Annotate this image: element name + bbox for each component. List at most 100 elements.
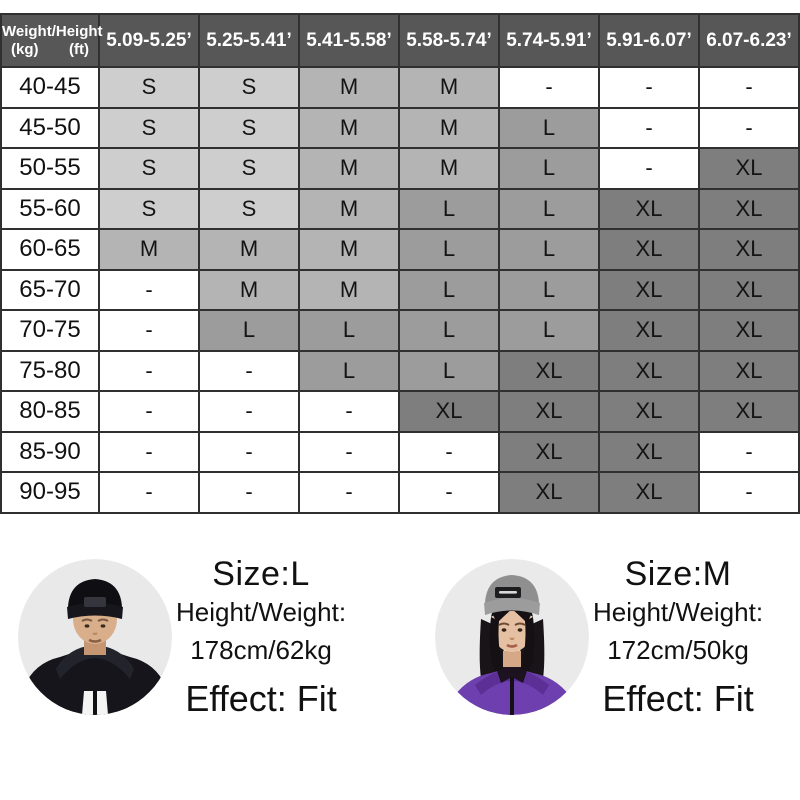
size-cell: M [198, 228, 300, 271]
size-cell: S [198, 106, 300, 149]
size-cell: L [398, 228, 500, 271]
female-hw-label: Height/Weight: [593, 596, 764, 627]
size-cell: XL [698, 268, 800, 311]
weight-row-header: 65-70 [0, 268, 100, 311]
weight-row-header: 85-90 [0, 430, 100, 473]
table-row: 75-80- - L L XL XL XL [0, 349, 800, 392]
size-cell: M [298, 106, 400, 149]
weight-row-header: 80-85 [0, 390, 100, 433]
size-cell: XL [698, 390, 800, 433]
size-cell-empty: - [198, 430, 300, 473]
weight-row-header: 50-55 [0, 147, 100, 190]
female-model-photo [435, 559, 589, 715]
size-cell: XL [598, 309, 700, 352]
size-cell-empty: - [198, 349, 300, 392]
size-cell: M [398, 106, 500, 149]
size-cell-empty: - [298, 430, 400, 473]
size-cell-empty: - [98, 309, 200, 352]
height-column-header: 5.74-5.91’ [498, 13, 600, 68]
table-row: 50-55 S S M M L - XL [0, 147, 800, 190]
size-cell: M [298, 147, 400, 190]
size-cell: L [198, 309, 300, 352]
size-cell: XL [598, 471, 700, 514]
header-row: Weight/Height (kg) (ft) 5.09-5.25’ 5.25-5… [0, 13, 800, 68]
size-cell-empty: - [698, 471, 800, 514]
table-row: 60-65 M M M L L XL XL [0, 228, 800, 271]
unit-kg: (kg) [11, 40, 39, 58]
size-cell-empty: - [698, 106, 800, 149]
fit-models-section: Size:L Height/Weight: 178cm/62kg Effect:… [0, 555, 800, 720]
weight-row-header: 45-50 [0, 106, 100, 149]
table-row: 80-85- - - XL XL XL XL [0, 390, 800, 433]
corner-header-units: (kg) (ft) [2, 41, 98, 59]
corner-header-title: Weight/Height [2, 22, 103, 40]
female-model-illustration [435, 559, 589, 715]
size-cell-empty: - [98, 268, 200, 311]
model-female: Size:M Height/Weight: 172cm/50kg Effect:… [409, 555, 800, 720]
size-cell-empty: - [98, 349, 200, 392]
size-cell: L [298, 349, 400, 392]
size-cell: M [298, 187, 400, 230]
size-cell-empty: - [298, 390, 400, 433]
male-hw-value: 178cm/62kg [190, 634, 332, 665]
female-hw-value: 172cm/50kg [607, 634, 749, 665]
size-cell-empty: - [498, 66, 600, 109]
size-cell: XL [698, 228, 800, 271]
table-body: 40-45 S S M M - - -45-50 S S M M L - -50-55 S S M M L - XL 55-… [0, 66, 800, 514]
size-cell-empty: - [398, 471, 500, 514]
size-cell: XL [498, 471, 600, 514]
weight-row-header: 40-45 [0, 66, 100, 109]
size-cell-empty: - [198, 471, 300, 514]
height-column-header: 5.09-5.25’ [98, 13, 200, 68]
size-cell-empty: - [598, 66, 700, 109]
size-cell-empty: - [698, 66, 800, 109]
height-column-header: 5.91-6.07’ [598, 13, 700, 68]
size-cell-empty: - [98, 471, 200, 514]
height-column-header: 5.25-5.41’ [198, 13, 300, 68]
size-cell: S [98, 187, 200, 230]
height-column-header: 5.58-5.74’ [398, 13, 500, 68]
male-model-photo [18, 559, 172, 715]
size-cell: XL [698, 147, 800, 190]
weight-row-header: 90-95 [0, 471, 100, 514]
size-cell: L [498, 228, 600, 271]
size-cell: XL [498, 349, 600, 392]
size-cell: XL [598, 349, 700, 392]
size-cell: XL [698, 309, 800, 352]
size-chart-table: Weight/Height (kg) (ft) 5.09-5.25’ 5.25-5… [0, 13, 800, 514]
size-cell-empty: - [198, 390, 300, 433]
size-cell: M [298, 228, 400, 271]
size-cell: XL [498, 430, 600, 473]
size-cell: XL [598, 187, 700, 230]
size-cell: M [298, 268, 400, 311]
size-cell: M [398, 147, 500, 190]
size-cell: M [298, 66, 400, 109]
weight-row-header: 60-65 [0, 228, 100, 271]
size-cell: L [498, 106, 600, 149]
table-row: 90-95- - - - XL XL - [0, 471, 800, 514]
size-cell: L [398, 187, 500, 230]
size-cell: M [98, 228, 200, 271]
size-cell-empty: - [98, 390, 200, 433]
size-cell: L [298, 309, 400, 352]
table-header: Weight/Height (kg) (ft) 5.09-5.25’ 5.25-5… [0, 13, 800, 68]
size-cell: L [498, 268, 600, 311]
male-model-info: Size:L Height/Weight: 178cm/62kg Effect:… [176, 555, 346, 720]
size-cell: L [498, 309, 600, 352]
size-cell: S [198, 147, 300, 190]
female-model-info: Size:M Height/Weight: 172cm/50kg Effect:… [593, 555, 763, 720]
size-cell-empty: - [398, 430, 500, 473]
table-row: 70-75- L L L L XL XL [0, 309, 800, 352]
corner-header: Weight/Height (kg) (ft) [0, 13, 103, 68]
weight-row-header: 70-75 [0, 309, 100, 352]
table-row: 85-90- - - - XL XL - [0, 430, 800, 473]
size-cell: S [198, 66, 300, 109]
height-column-header: 5.41-5.58’ [298, 13, 400, 68]
table-row: 55-60 S S M L L XL XL [0, 187, 800, 230]
size-cell: L [398, 349, 500, 392]
male-hw-label: Height/Weight: [176, 596, 347, 627]
size-cell: XL [598, 228, 700, 271]
table-row: 65-70- M M L L XL XL [0, 268, 800, 311]
size-cell: S [98, 66, 200, 109]
male-effect-label: Effect: Fit [185, 677, 337, 719]
